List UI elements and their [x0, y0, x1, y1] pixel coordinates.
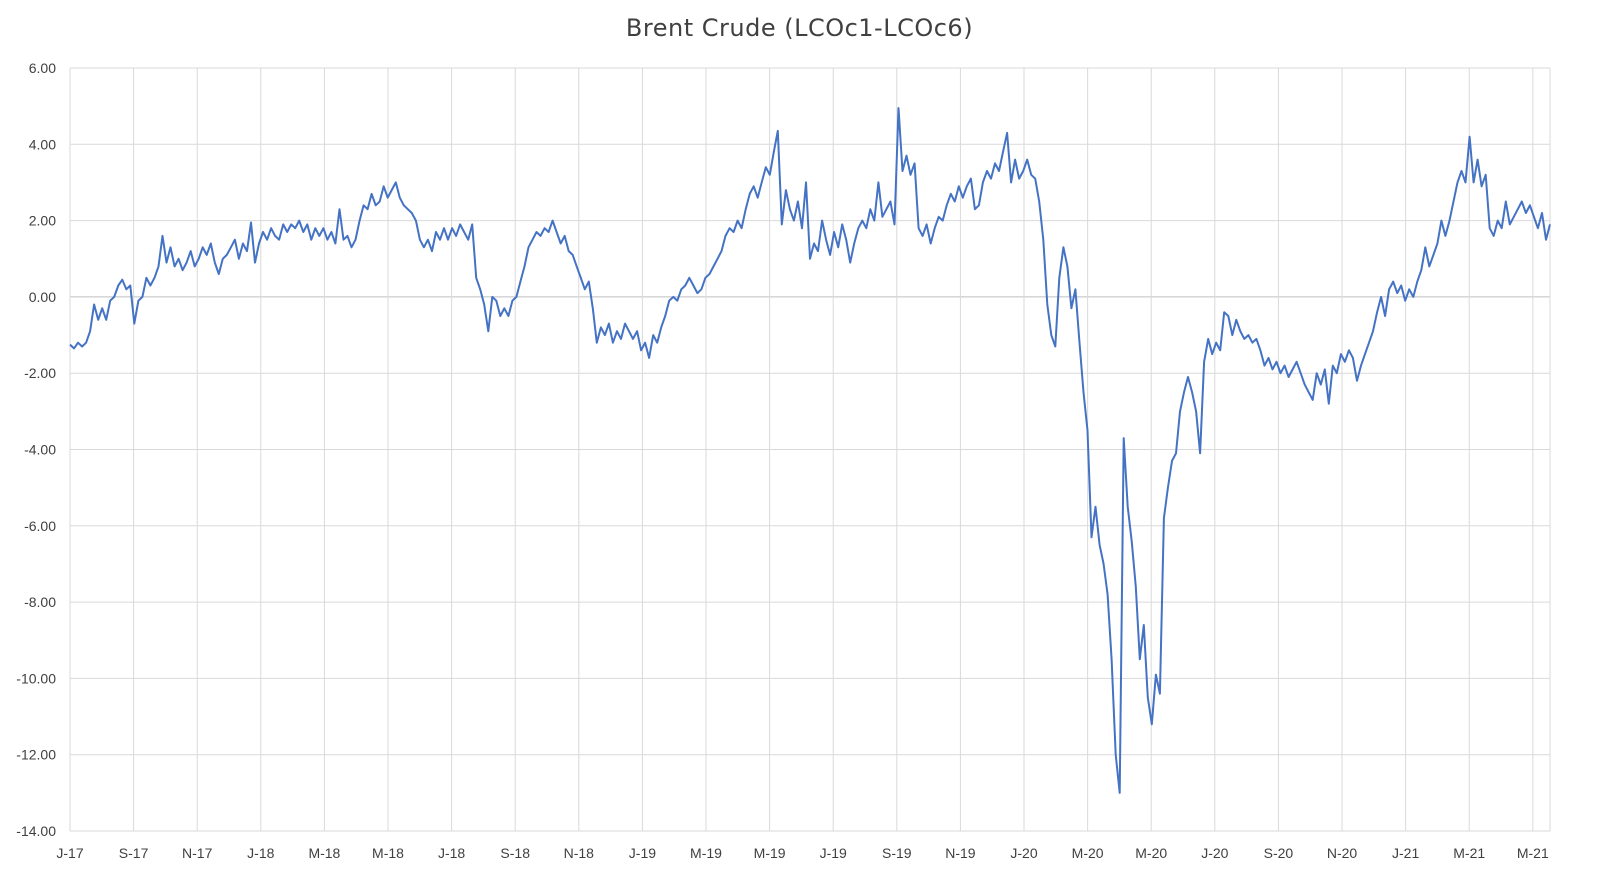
y-tick-label: -8.00: [24, 594, 56, 610]
x-tick-label: M-21: [1453, 845, 1485, 861]
x-tick-label: J-21: [1392, 845, 1419, 861]
x-tick-label: J-18: [247, 845, 274, 861]
x-tick-label: N-20: [1327, 845, 1358, 861]
y-tick-label: -6.00: [24, 518, 56, 534]
x-tick-label: J-19: [820, 845, 847, 861]
y-tick-label: -10.00: [16, 670, 56, 686]
x-tick-label: J-20: [1010, 845, 1037, 861]
x-tick-label: S-18: [500, 845, 530, 861]
x-tick-label: M-21: [1517, 845, 1549, 861]
x-tick-label: N-19: [945, 845, 976, 861]
x-tick-label: J-17: [56, 845, 83, 861]
x-tick-label: S-20: [1264, 845, 1294, 861]
x-tick-label: J-19: [629, 845, 656, 861]
x-tick-label: M-18: [372, 845, 404, 861]
y-tick-label: -4.00: [24, 442, 56, 458]
x-tick-label: M-18: [308, 845, 340, 861]
y-tick-label: 6.00: [29, 60, 56, 76]
chart-title: Brent Crude (LCOc1-LCOc6): [625, 14, 974, 42]
x-tick-label: J-18: [438, 845, 465, 861]
y-tick-label: -2.00: [24, 365, 56, 381]
x-tick-label: J-20: [1201, 845, 1228, 861]
x-tick-label: M-19: [754, 845, 786, 861]
y-tick-label: -14.00: [16, 823, 56, 839]
x-tick-label: M-20: [1072, 845, 1104, 861]
y-tick-label: -12.00: [16, 747, 56, 763]
x-tick-label: S-17: [119, 845, 149, 861]
x-tick-label: N-17: [182, 845, 213, 861]
y-tick-label: 4.00: [29, 136, 56, 152]
series-line: [69, 107, 1551, 794]
x-tick-label: S-19: [882, 845, 912, 861]
y-tick-label: 0.00: [29, 289, 56, 305]
x-tick-label: N-18: [564, 845, 595, 861]
x-tick-label: M-19: [690, 845, 722, 861]
x-tick-label: M-20: [1135, 845, 1167, 861]
y-tick-label: 2.00: [29, 213, 56, 229]
